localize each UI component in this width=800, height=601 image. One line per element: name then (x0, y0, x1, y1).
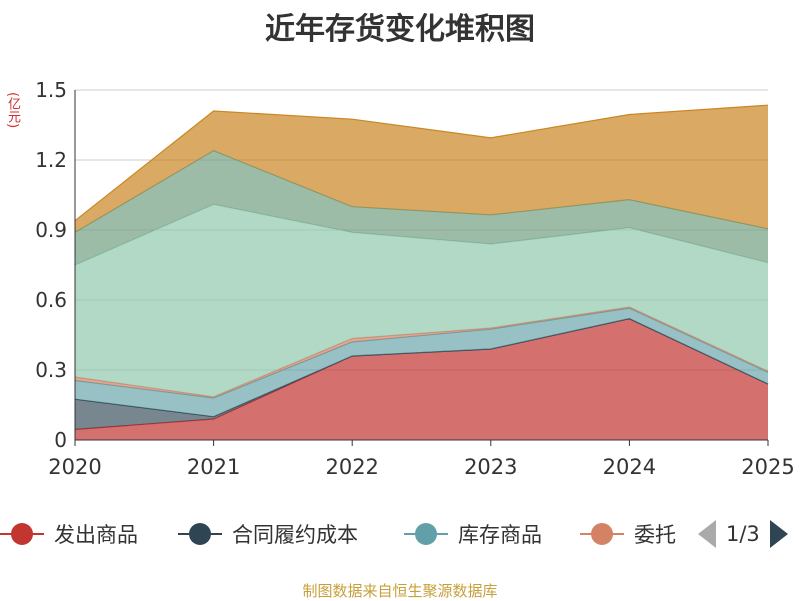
y-tick-label: 0.6 (35, 288, 67, 312)
legend-label: 发出商品 (54, 523, 138, 547)
chart-title: 近年存货变化堆积图 (265, 12, 535, 47)
legend-label: 合同履约成本 (232, 523, 358, 547)
area-band-6 (75, 105, 768, 233)
legend-item-0[interactable]: 发出商品 (0, 516, 138, 552)
area-band-4 (75, 204, 768, 397)
legend: 发出商品 合同履约成本 库存商品 委托 (0, 516, 800, 552)
x-tick-label: 2022 (325, 455, 378, 479)
y-tick-label: 0.3 (35, 358, 67, 382)
stacked-area-chart: 0 0.3 0.6 0.9 1.2 1.5 2020 2021 2022 2023 2024 2025 (35, 78, 795, 479)
legend-marker-icon (0, 522, 44, 546)
x-tick-label: 2021 (187, 455, 240, 479)
area-band-0 (75, 318, 768, 440)
legend-item-3[interactable]: 委托 (580, 516, 676, 552)
legend-pager: 1/3 (698, 516, 788, 552)
x-tick-label: 2020 (48, 455, 101, 479)
legend-next-icon[interactable] (769, 520, 788, 548)
y-axis-unit: (亿元) (5, 92, 20, 129)
y-tick-label: 0 (54, 428, 67, 452)
legend-label: 委托 (634, 523, 676, 547)
area-series (74, 104, 769, 440)
x-tick-label: 2024 (603, 455, 656, 479)
source-note: 制图数据来自恒生聚源数据库 (302, 582, 498, 600)
x-tick-label: 2023 (464, 455, 517, 479)
axes: 0 0.3 0.6 0.9 1.2 1.5 2020 2021 2022 2023 2024 2025 (35, 78, 795, 479)
area-line-6 (74, 104, 769, 222)
legend-item-1[interactable]: 合同履约成本 (178, 516, 358, 552)
legend-item-2[interactable]: 库存商品 (404, 516, 542, 552)
legend-prev-icon[interactable] (698, 520, 716, 548)
area-band-3 (75, 307, 768, 398)
legend-page-indicator: 1/3 (726, 522, 760, 546)
x-tick-label: 2025 (741, 455, 794, 479)
y-tick-label: 1.5 (35, 78, 67, 102)
legend-marker-icon (580, 522, 624, 546)
y-tick-label: 1.2 (35, 148, 67, 172)
area-band-2 (75, 308, 768, 417)
legend-marker-icon (404, 522, 448, 546)
legend-marker-icon (178, 522, 222, 546)
legend-label: 库存商品 (458, 523, 542, 547)
area-band-5 (75, 150, 768, 265)
y-tick-label: 0.9 (35, 218, 67, 242)
